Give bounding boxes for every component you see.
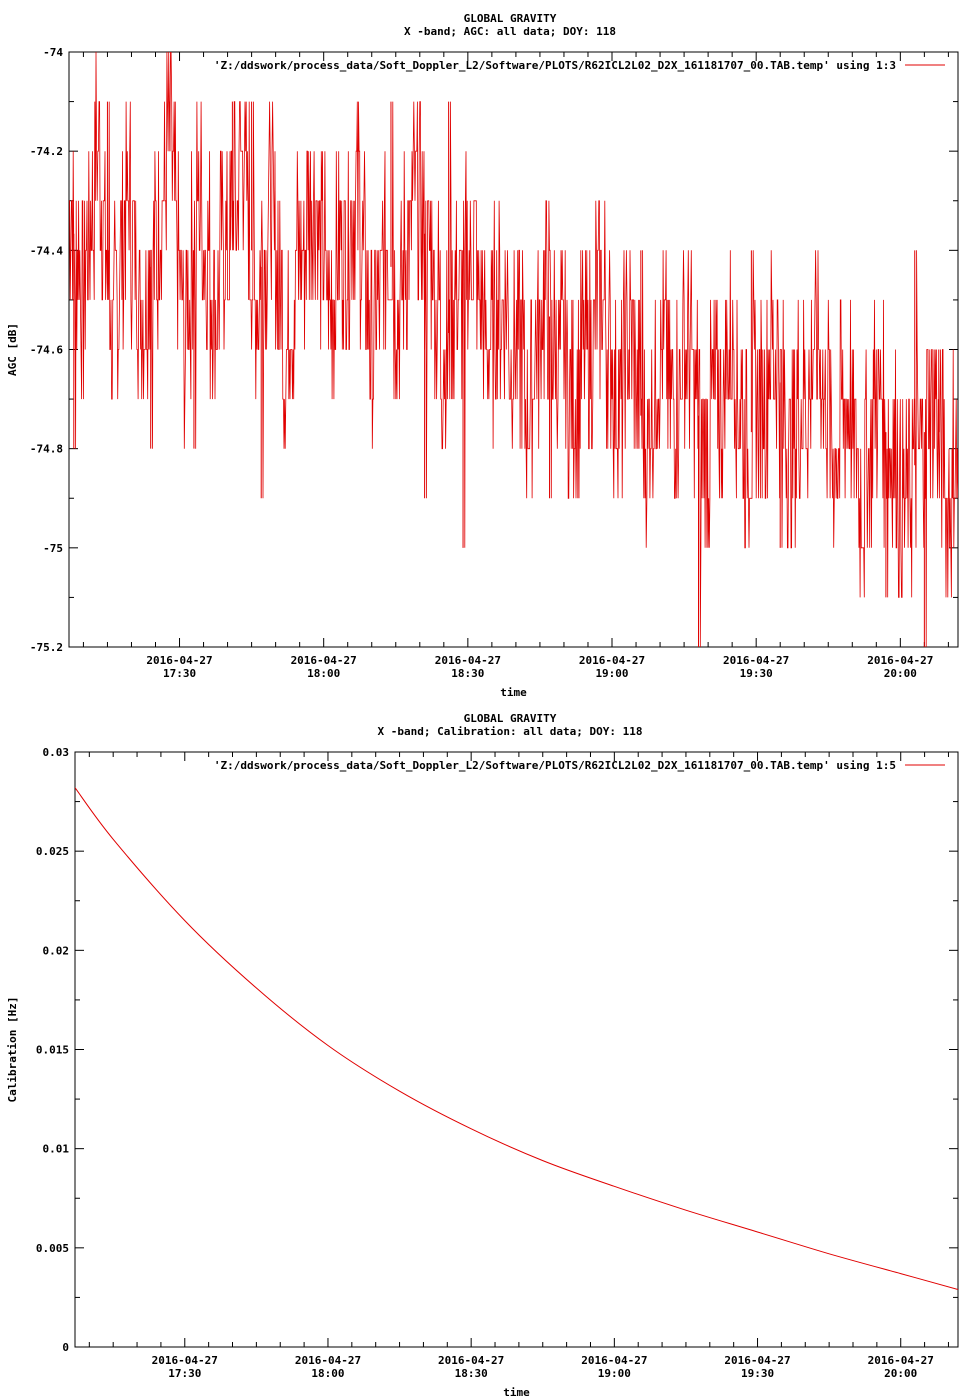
x-tick-time: 18:00 [307,667,340,680]
x-tick-date: 2016-04-27 [435,654,501,667]
y-tick-label: -75 [43,542,63,555]
y-tick-label: -75.2 [30,641,63,654]
y-tick-label: 0.015 [36,1044,69,1057]
y-tick-label: -74.6 [30,344,63,357]
x-tick-time: 17:30 [163,667,196,680]
x-axis-label: time [500,686,527,699]
y-tick-label: 0.02 [43,944,70,957]
x-tick-time: 18:30 [455,1367,488,1380]
chart-title: GLOBAL GRAVITY [464,12,557,25]
y-tick-label: 0.025 [36,845,69,858]
y-tick-label: 0 [62,1341,69,1354]
calibration-series-line [75,787,958,1290]
legend-label: 'Z:/ddswork/process_data/Soft_Doppler_L2… [214,59,896,72]
x-tick-date: 2016-04-27 [581,1354,647,1367]
x-tick-time: 19:00 [598,1367,631,1380]
x-tick-time: 18:00 [311,1367,344,1380]
y-axis-label: Calibration [Hz] [6,997,19,1103]
x-tick-date: 2016-04-27 [438,1354,504,1367]
agc-series-line [69,52,958,647]
y-tick-label: -74.8 [30,443,63,456]
x-tick-date: 2016-04-27 [146,654,212,667]
x-tick-time: 17:30 [168,1367,201,1380]
x-tick-date: 2016-04-27 [724,1354,790,1367]
x-tick-date: 2016-04-27 [291,654,357,667]
y-tick-label: 0.01 [43,1143,70,1156]
x-tick-date: 2016-04-27 [723,654,789,667]
series-group [75,787,958,1290]
y-tick-label: -74.2 [30,145,63,158]
y-tick-label: 0.03 [43,746,70,759]
y-tick-label: -74 [43,46,63,59]
series-group [69,52,958,647]
legend-label: 'Z:/ddswork/process_data/Soft_Doppler_L2… [214,759,896,772]
y-axis-label: AGC [dB] [6,323,19,376]
x-tick-time: 19:30 [740,667,773,680]
x-tick-date: 2016-04-27 [152,1354,218,1367]
x-tick-time: 19:00 [595,667,628,680]
x-tick-time: 19:30 [741,1367,774,1380]
x-tick-date: 2016-04-27 [579,654,645,667]
x-axis-label: time [503,1386,530,1399]
x-tick-time: 18:30 [451,667,484,680]
plot-frame [74,751,959,1348]
x-tick-time: 20:00 [884,667,917,680]
x-tick-date: 2016-04-27 [867,654,933,667]
y-tick-label: 0.005 [36,1242,69,1255]
x-tick-time: 20:00 [884,1367,917,1380]
chart-subtitle: X -band; Calibration: all data; DOY: 118 [378,725,643,738]
x-tick-date: 2016-04-27 [295,1354,361,1367]
chart-title: GLOBAL GRAVITY [464,712,557,725]
x-tick-date: 2016-04-27 [868,1354,934,1367]
y-tick-label: -74.4 [30,244,63,257]
chart-subtitle: X -band; AGC: all data; DOY: 118 [404,25,616,38]
